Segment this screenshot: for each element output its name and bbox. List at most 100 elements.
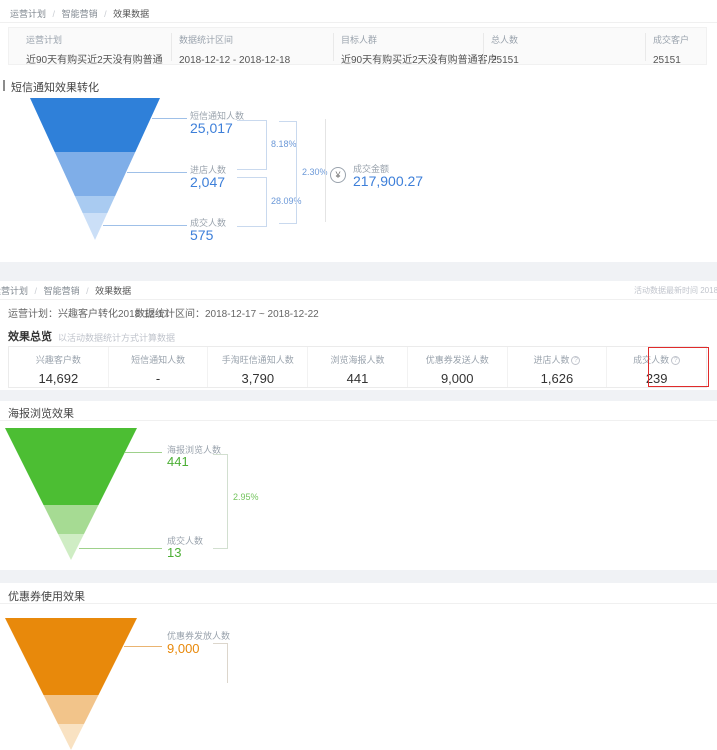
funnel-segment[interactable]: [30, 98, 160, 152]
stat-value: 441: [346, 371, 369, 386]
stage-value: 13: [167, 545, 182, 560]
data-update-note: 活动数据最新时间 2018-12: [634, 286, 717, 295]
rate-bracket: [213, 643, 228, 683]
breadcrumb-item-current: 效果数据: [113, 9, 150, 19]
divider: [0, 299, 717, 300]
stat-interest-customers: 兴趣客户数 14,692: [9, 347, 108, 387]
field-label: 目标人群: [341, 35, 378, 45]
breadcrumb-item-marketing[interactable]: 智能营销: [61, 9, 98, 19]
funnel-segment[interactable]: [30, 195, 160, 213]
funnel-segment[interactable]: [30, 151, 160, 196]
divider: [483, 33, 484, 61]
plan-name-text: 运营计划：兴趣客户转化2018-12-17: [8, 309, 170, 320]
breadcrumb-separator: /: [52, 9, 56, 19]
deal-amount-value: 217,900.27: [353, 173, 424, 189]
stat-value: 239: [645, 371, 668, 386]
field-plan: 运营计划 近90天有购买近2天没有购普通: [26, 33, 163, 68]
field-label: 成交客户: [653, 35, 690, 45]
divider: [0, 603, 717, 604]
rate-bracket: [237, 177, 267, 227]
stat-value: 14,692: [38, 371, 79, 386]
breadcrumb: 运营计划 / 智能营销 / 效果数据: [0, 284, 131, 297]
stage-label: 成交人数: [167, 536, 204, 546]
info-icon[interactable]: ?: [571, 356, 581, 365]
field-audience: 目标人群 近90天有购买近2天没有购普通客户: [341, 33, 498, 68]
breadcrumb-item-plan[interactable]: 运营计划: [0, 286, 29, 296]
field-value: 近90天有购买近2天没有购普通客户: [341, 55, 498, 66]
info-icon[interactable]: ?: [671, 356, 681, 365]
section-gap: [0, 390, 717, 401]
rate-bracket: [237, 120, 267, 170]
stage-value: 575: [190, 227, 214, 243]
stat-wangxin-notified: 手淘旺信通知人数 3,790: [207, 347, 307, 387]
conversion-rate-overall: 2.30%: [302, 167, 328, 177]
breadcrumb-separator: /: [104, 9, 107, 19]
divider: [0, 22, 717, 23]
funnel-segment[interactable]: [5, 723, 137, 750]
stat-store-visits: 进店人数? 1,626: [506, 347, 607, 387]
section-title-poster-funnel: 海报浏览效果: [8, 408, 74, 420]
stage-value: 25,017: [190, 120, 233, 136]
divider: [333, 33, 334, 61]
field-value: 25151: [491, 55, 519, 66]
section-title-marker: [3, 80, 5, 91]
divider: [0, 420, 717, 421]
field-deal-customers: 成交客户 25151: [653, 33, 689, 68]
funnel-segment[interactable]: [5, 504, 137, 534]
field-value: 近90天有购买近2天没有购普通: [26, 55, 163, 66]
section-gap: [0, 570, 717, 583]
funnel-segment[interactable]: [30, 213, 160, 240]
sms-funnel-chart: [30, 98, 160, 240]
plan-summary-card: 运营计划 近90天有购买近2天没有购普通 数据统计区间 2018-12-12 -…: [8, 27, 707, 68]
stat-label: 浏览海报人数: [330, 355, 385, 365]
stat-label: 优惠券发送人数: [425, 355, 489, 365]
breadcrumb-separator: /: [86, 286, 89, 296]
connector-line: [152, 118, 187, 119]
stage-value: 9,000: [167, 641, 200, 656]
divider: [171, 33, 172, 61]
conversion-rate-poster: 2.95%: [233, 492, 259, 502]
funnel-segment[interactable]: [5, 428, 137, 505]
field-date-range: 数据统计区间 2018-12-12 - 2018-12-18: [179, 33, 290, 68]
breadcrumb-item-marketing[interactable]: 智能营销: [43, 286, 80, 296]
stat-sms-notified: 短信通知人数 -: [107, 347, 208, 387]
overview-title: 效果总览: [8, 331, 52, 343]
rate-bracket: [213, 454, 228, 549]
funnel-segment[interactable]: [5, 694, 137, 724]
deal-amount-label: 成交金额: [353, 164, 390, 174]
divider: [645, 33, 646, 61]
field-value: 2018-12-12 - 2018-12-18: [179, 55, 291, 66]
breadcrumb-item-current: 效果数据: [95, 286, 132, 296]
overview-note: 以活动数据统计方式计算数据: [58, 333, 176, 343]
stat-value: 9,000: [440, 371, 474, 386]
funnel-segment[interactable]: [5, 533, 137, 560]
stat-value: 3,790: [241, 371, 275, 386]
connector-line: [79, 548, 162, 549]
conversion-rate-step2: 28.09%: [271, 196, 302, 206]
yen-icon: ¥: [330, 167, 346, 183]
field-total-count: 总人数 25151: [491, 33, 519, 68]
stat-deals: 成交人数? 239: [606, 347, 706, 387]
stage-label: 优惠券发放人数: [167, 631, 231, 641]
connector-line: [103, 225, 187, 226]
breadcrumb: 运营计划 / 智能营销 / 效果数据: [10, 7, 149, 20]
connector-line: [127, 172, 187, 173]
rate-bracket-overall: [279, 121, 297, 224]
stat-label: 手淘旺信通知人数: [221, 355, 294, 365]
breadcrumb-item-plan[interactable]: 运营计划: [10, 9, 47, 19]
coupon-funnel-chart: [5, 618, 137, 750]
stat-poster-views: 浏览海报人数 441: [307, 347, 407, 387]
stats-summary-row: 兴趣客户数 14,692 短信通知人数 - 手淘旺信通知人数 3,790 浏览海…: [8, 346, 707, 388]
stage-value: 441: [167, 454, 189, 469]
field-value: 25151: [653, 55, 681, 66]
date-range-text: 数据统计区间：2018-12-17 ~ 2018-12-22: [135, 309, 319, 320]
stat-value: 1,626: [540, 371, 574, 386]
stat-label: 进店人数?: [508, 353, 607, 366]
stat-coupons-sent: 优惠券发送人数 9,000: [406, 347, 507, 387]
stat-label: 兴趣客户数: [35, 355, 81, 365]
section-gap: [0, 262, 717, 281]
stat-value: -: [155, 371, 161, 386]
funnel-segment[interactable]: [5, 618, 137, 695]
connector-line: [125, 452, 162, 453]
stage-label: 海报浏览人数: [167, 445, 222, 455]
